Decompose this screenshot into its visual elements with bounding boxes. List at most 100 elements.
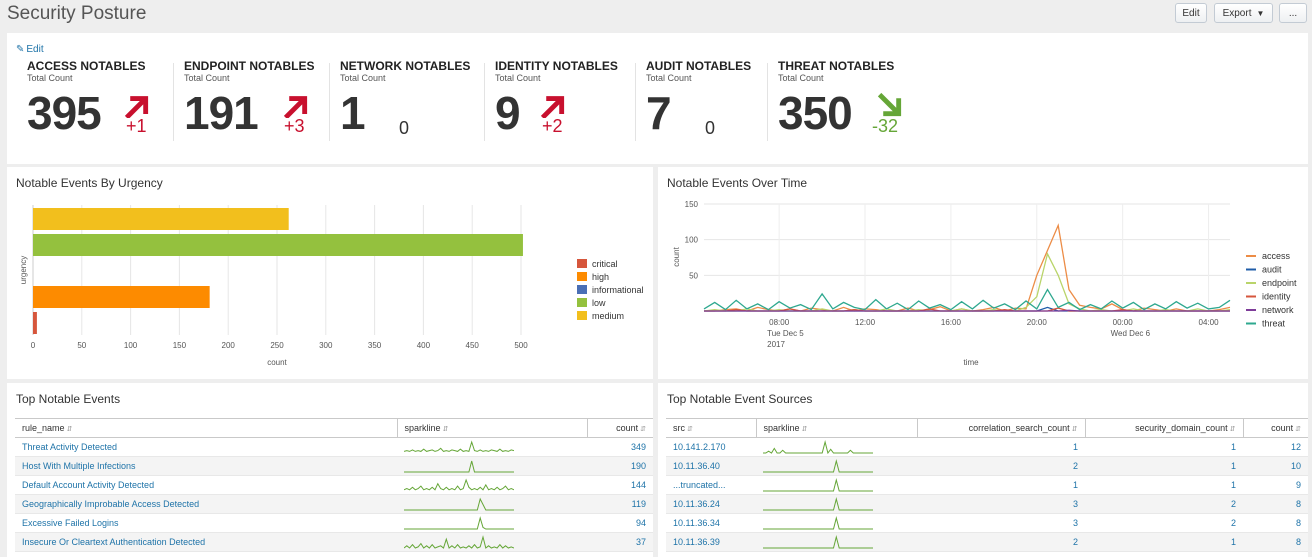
legend-label-medium[interactable]: medium <box>592 311 624 321</box>
legend-label-critical[interactable]: critical <box>592 259 618 269</box>
time-panel-title: Notable Events Over Time <box>667 176 808 190</box>
more-actions-button[interactable]: ... <box>1279 3 1307 23</box>
column-header-src[interactable]: src ⇵ <box>666 418 757 438</box>
rule-name-cell[interactable]: Geographically Improbable Access Detecte… <box>15 494 397 514</box>
count-cell[interactable]: 8 <box>1243 532 1308 552</box>
table-row[interactable]: 10.141.2.170 1 1 12 <box>666 437 1308 457</box>
table-row[interactable]: 10.11.36.39 2 1 8 <box>666 532 1308 552</box>
sparkline-cell <box>756 532 917 552</box>
kpi-threat[interactable]: THREAT NOTABLES Total Count 350 -32 <box>778 59 918 144</box>
column-header-security-domain-count[interactable]: security_domain_count ⇵ <box>1085 418 1244 438</box>
correlation-search-count-cell[interactable]: 3 <box>917 513 1085 533</box>
edit-button[interactable]: Edit <box>1175 3 1207 23</box>
kpi-sublabel: Total Count <box>184 73 230 83</box>
sparkline-graph <box>763 497 873 511</box>
rule-name-cell[interactable]: Threat Activity Detected <box>15 437 397 457</box>
sparkline-graph <box>404 535 514 549</box>
security-domain-count-cell[interactable]: 2 <box>1085 513 1243 533</box>
src-cell[interactable]: 10.11.36.40 <box>666 456 756 476</box>
security-domain-count-cell[interactable]: 1 <box>1085 437 1243 457</box>
legend-label-low[interactable]: low <box>592 298 606 308</box>
rule-name-cell[interactable]: Default Account Activity Detected <box>15 475 397 495</box>
sparkline-cell <box>756 437 917 457</box>
legend-label-identity[interactable]: identity <box>1262 292 1291 302</box>
series-line-network[interactable] <box>704 309 1230 312</box>
kpi-delta: 0 <box>399 118 410 138</box>
correlation-search-count-cell[interactable]: 1 <box>917 475 1085 495</box>
kpi-edit-link[interactable]: ✎ Edit <box>16 44 44 55</box>
legend-label-access[interactable]: access <box>1262 251 1291 261</box>
bar-critical[interactable] <box>33 312 37 334</box>
table-row[interactable]: 10.11.36.40 2 1 10 <box>666 456 1308 476</box>
legend-label-network[interactable]: network <box>1262 305 1294 315</box>
legend-label-high[interactable]: high <box>592 272 609 282</box>
security-domain-count-cell[interactable]: 2 <box>1085 494 1243 514</box>
kpi-delta: +1 <box>126 116 147 136</box>
src-cell[interactable]: ...truncated... <box>666 475 756 495</box>
count-cell[interactable]: 349 <box>587 437 653 457</box>
column-header-sparkline[interactable]: sparkline ⇵ <box>756 418 918 438</box>
count-cell[interactable]: 37 <box>587 532 653 552</box>
correlation-search-count-cell[interactable]: 2 <box>917 456 1085 476</box>
kpi-network[interactable]: NETWORK NOTABLES Total Count 1 0 <box>340 59 480 144</box>
table-row[interactable]: Host With Multiple Infections 190 <box>15 456 653 476</box>
security-domain-count-cell[interactable]: 1 <box>1085 532 1243 552</box>
src-cell[interactable]: 10.11.36.34 <box>666 513 756 533</box>
kpi-access[interactable]: ACCESS NOTABLES Total Count 395 +1 <box>27 59 167 144</box>
src-cell[interactable]: 10.141.2.170 <box>666 437 756 457</box>
kpi-audit[interactable]: AUDIT NOTABLES Total Count 7 0 <box>646 59 786 144</box>
kpi-value: 9 <box>495 87 521 139</box>
column-header-sparkline[interactable]: sparkline ⇵ <box>397 418 588 438</box>
table-row[interactable]: ...truncated... 1 1 9 <box>666 475 1308 495</box>
legend-label-threat[interactable]: threat <box>1262 319 1286 329</box>
count-cell[interactable]: 190 <box>587 456 653 476</box>
table-row[interactable]: Excessive Failed Logins 94 <box>15 513 653 533</box>
column-header-rule-name[interactable]: rule_name ⇵ <box>15 418 398 438</box>
security-domain-count-cell[interactable]: 1 <box>1085 456 1243 476</box>
bar-high[interactable] <box>33 286 210 308</box>
security-domain-count-cell[interactable]: 1 <box>1085 475 1243 495</box>
table-row[interactable]: Geographically Improbable Access Detecte… <box>15 494 653 514</box>
table-row[interactable]: Default Account Activity Detected 144 <box>15 475 653 495</box>
series-line-threat[interactable] <box>703 288 1231 311</box>
rule-name-cell[interactable]: Insecure Or Cleartext Authentication Det… <box>15 532 397 552</box>
table-row[interactable]: 10.11.36.34 3 2 8 <box>666 513 1308 533</box>
arrow-up-right-icon <box>283 92 309 120</box>
count-cell[interactable]: 9 <box>1243 475 1308 495</box>
count-cell[interactable]: 8 <box>1243 494 1308 514</box>
src-cell[interactable]: 10.11.36.24 <box>666 494 756 514</box>
kpi-delta: -32 <box>872 116 899 136</box>
column-header-correlation-search-count[interactable]: correlation_search_count ⇵ <box>917 418 1086 438</box>
table-header-row: rule_name ⇵ sparkline ⇵ count ⇵ <box>15 418 653 438</box>
legend-label-audit[interactable]: audit <box>1262 265 1282 275</box>
column-header-count[interactable]: count ⇵ <box>1243 418 1308 438</box>
rule-name-cell[interactable]: Excessive Failed Logins <box>15 513 397 533</box>
correlation-search-count-cell[interactable]: 2 <box>917 532 1085 552</box>
bar-medium[interactable] <box>33 208 289 230</box>
count-cell[interactable]: 144 <box>587 475 653 495</box>
rule-name-cell[interactable]: Host With Multiple Infections <box>15 456 397 476</box>
table-row[interactable]: 10.11.36.24 3 2 8 <box>666 494 1308 514</box>
count-cell[interactable]: 10 <box>1243 456 1308 476</box>
count-cell[interactable]: 94 <box>587 513 653 533</box>
bar-low[interactable] <box>33 234 523 256</box>
src-cell[interactable]: 10.11.36.39 <box>666 532 756 552</box>
column-header-count[interactable]: count ⇵ <box>587 418 653 438</box>
kpi-endpoint[interactable]: ENDPOINT NOTABLES Total Count 191 +3 <box>184 59 324 144</box>
count-cell[interactable]: 119 <box>587 494 653 514</box>
correlation-search-count-cell[interactable]: 3 <box>917 494 1085 514</box>
y-tick-label: 50 <box>689 271 698 280</box>
sparkline-cell <box>397 456 587 476</box>
table-row[interactable]: Threat Activity Detected 349 <box>15 437 653 457</box>
export-button[interactable]: Export ▼ <box>1214 3 1273 23</box>
legend-label-endpoint[interactable]: endpoint <box>1262 278 1297 288</box>
series-line-access[interactable] <box>704 223 1231 312</box>
kpi-identity[interactable]: IDENTITY NOTABLES Total Count 9 +2 <box>495 59 635 144</box>
correlation-search-count-cell[interactable]: 1 <box>917 437 1085 457</box>
table-row[interactable]: Insecure Or Cleartext Authentication Det… <box>15 532 653 552</box>
count-cell[interactable]: 8 <box>1243 513 1308 533</box>
series-line-endpoint[interactable] <box>703 252 1231 312</box>
sort-icon: ⇵ <box>687 426 693 433</box>
legend-label-informational[interactable]: informational <box>592 285 644 295</box>
count-cell[interactable]: 12 <box>1243 437 1308 457</box>
